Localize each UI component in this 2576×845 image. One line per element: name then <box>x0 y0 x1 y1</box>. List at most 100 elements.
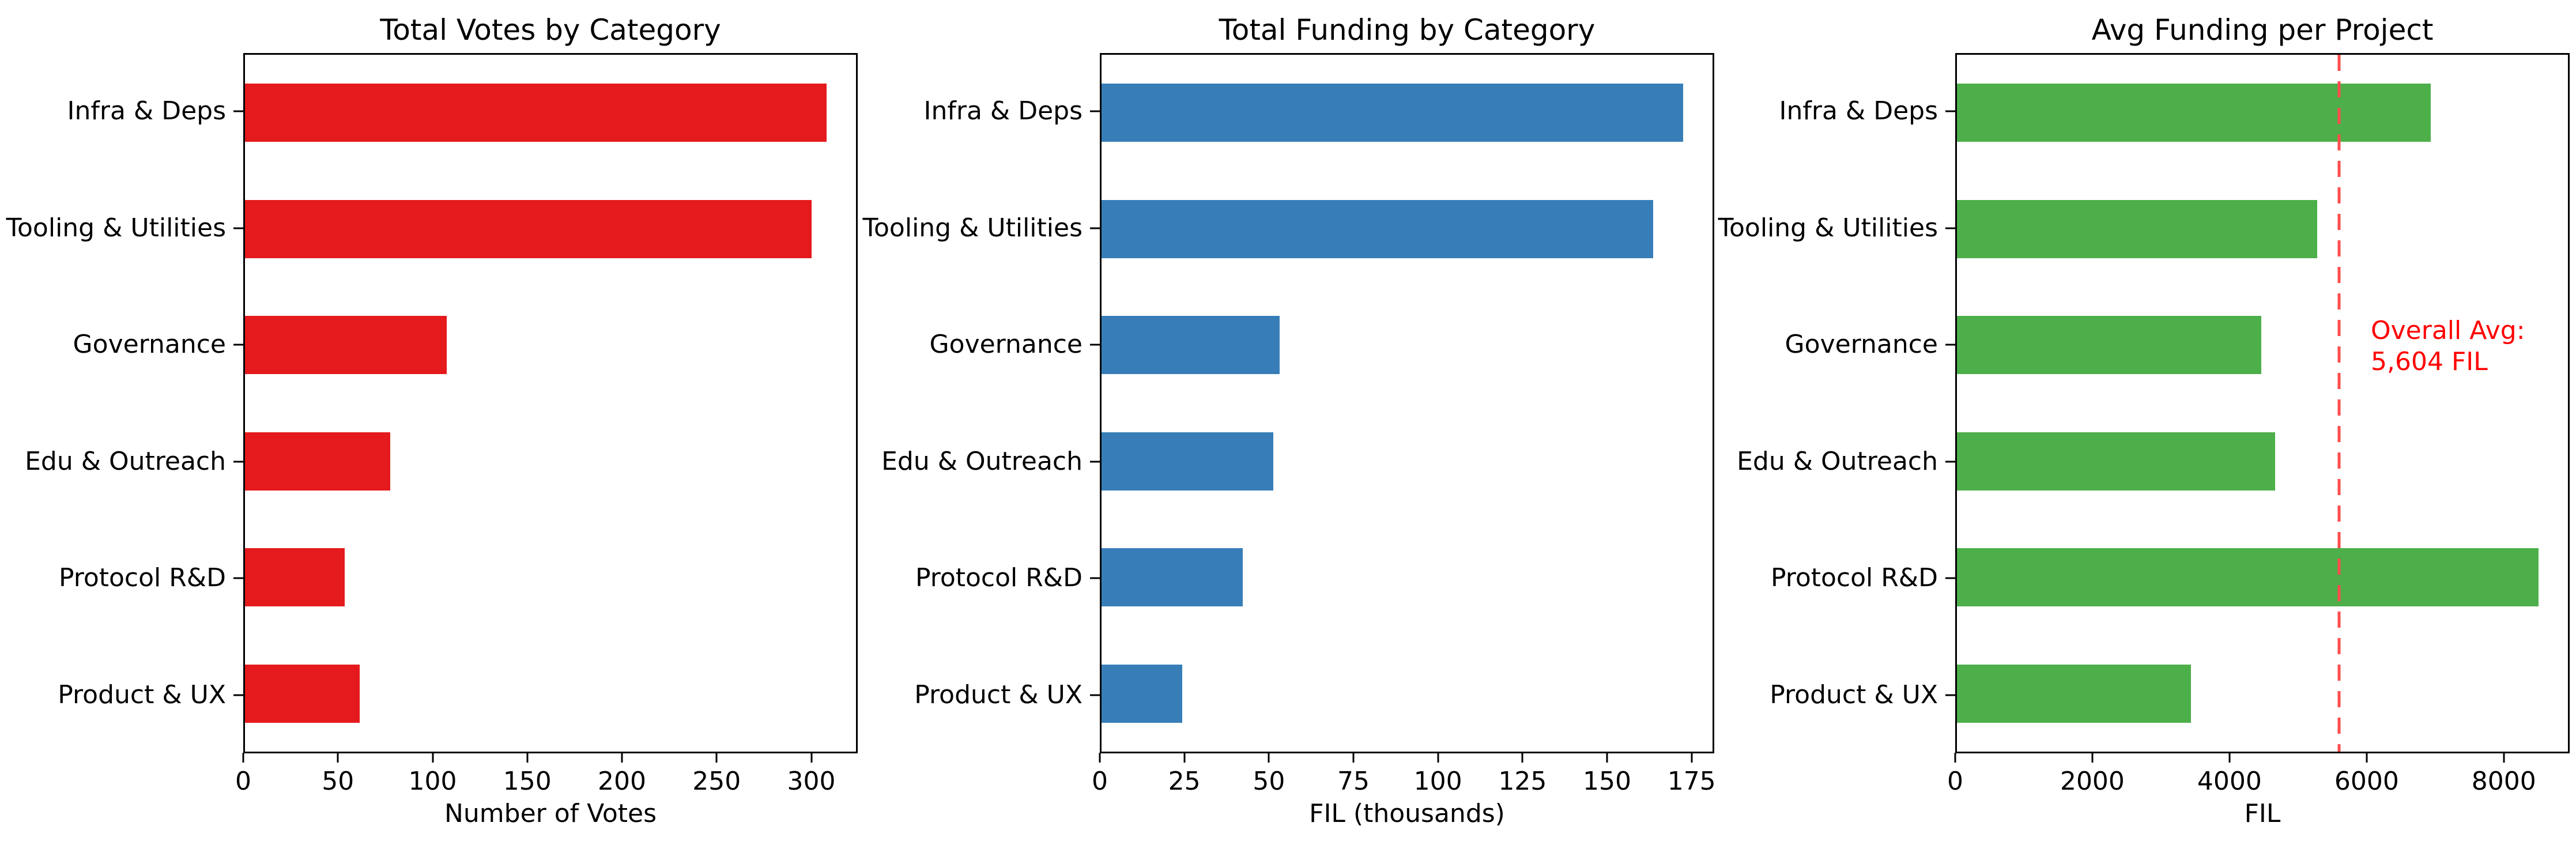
category-label: Edu & Outreach <box>1737 446 1938 476</box>
x-tick-mark <box>2503 753 2505 763</box>
x-tick-label: 250 <box>692 767 741 796</box>
category-label: Protocol R&D <box>915 563 1083 593</box>
category-label: Tooling & Utilities <box>862 213 1083 243</box>
category-label: Tooling & Utilities <box>1718 213 1938 243</box>
x-tick-mark <box>1521 753 1523 763</box>
x-tick-mark <box>2091 753 2094 763</box>
x-tick-label: 300 <box>787 767 836 796</box>
x-tick-label: 25 <box>1168 767 1201 796</box>
plot-area: Overall Avg: 5,604 FIL <box>1955 53 2570 753</box>
x-tick-mark <box>1352 753 1355 763</box>
bar <box>245 199 812 258</box>
category-label: Tooling & Utilities <box>6 213 226 243</box>
x-tick-label: 125 <box>1498 767 1547 796</box>
x-tick-label: 150 <box>1583 767 1632 796</box>
y-tick-mark <box>1090 461 1100 463</box>
y-tick-mark <box>1090 227 1100 229</box>
x-tick-label: 2000 <box>2060 767 2125 796</box>
bar <box>1102 316 1280 375</box>
x-tick-label: 100 <box>408 767 457 796</box>
x-tick-mark <box>2366 753 2368 763</box>
x-tick-label: 50 <box>1253 767 1285 796</box>
y-tick-mark <box>233 227 243 229</box>
category-label: Governance <box>929 330 1083 360</box>
category-label: Governance <box>1785 330 1938 360</box>
y-tick-mark <box>233 461 243 463</box>
x-tick-mark <box>1691 753 1693 763</box>
y-tick-mark <box>1090 577 1100 579</box>
y-tick-mark <box>1945 227 1955 229</box>
x-tick-label: 200 <box>598 767 646 796</box>
bar <box>245 84 827 142</box>
plot-area <box>1100 53 1714 753</box>
category-label: Governance <box>73 330 226 360</box>
bar <box>1102 664 1182 723</box>
bar <box>1957 664 2191 723</box>
bar <box>1102 548 1243 607</box>
x-tick-mark <box>1606 753 1608 763</box>
x-axis-label: FIL (thousands) <box>1309 799 1505 828</box>
bar <box>1957 316 2261 375</box>
bar <box>1102 432 1273 491</box>
plot-area <box>243 53 858 753</box>
y-tick-mark <box>233 344 243 346</box>
category-label: Product & UX <box>914 680 1083 710</box>
x-tick-label: 175 <box>1667 767 1716 796</box>
x-tick-mark <box>242 753 244 763</box>
x-tick-mark <box>2228 753 2231 763</box>
x-tick-mark <box>526 753 529 763</box>
chart-title: Total Funding by Category <box>1219 13 1596 47</box>
x-tick-mark <box>432 753 433 763</box>
y-tick-mark <box>1945 461 1955 463</box>
avg-annotation: Overall Avg: 5,604 FIL <box>2371 316 2525 376</box>
x-tick-label: 75 <box>1337 767 1370 796</box>
x-tick-mark <box>1954 753 1956 763</box>
y-tick-mark <box>1090 694 1100 696</box>
x-axis-label: FIL <box>2244 799 2281 828</box>
x-tick-mark <box>1183 753 1186 763</box>
chart-title: Avg Funding per Project <box>2091 13 2434 47</box>
x-tick-label: 8000 <box>2471 767 2536 796</box>
x-tick-label: 150 <box>503 767 552 796</box>
bar <box>1957 548 2539 607</box>
x-tick-label: 50 <box>322 767 354 796</box>
x-tick-label: 6000 <box>2334 767 2399 796</box>
x-tick-mark <box>1268 753 1270 763</box>
bar <box>245 432 390 491</box>
y-tick-mark <box>233 110 243 112</box>
y-tick-mark <box>233 577 243 579</box>
bar <box>1957 84 2431 142</box>
x-tick-mark <box>1099 753 1101 763</box>
x-tick-mark <box>337 753 339 763</box>
x-tick-mark <box>1437 753 1439 763</box>
y-tick-mark <box>1945 110 1955 112</box>
bar <box>245 548 345 607</box>
x-tick-mark <box>810 753 813 763</box>
bar <box>1957 199 2317 258</box>
y-tick-mark <box>1090 110 1100 112</box>
x-tick-mark <box>621 753 623 763</box>
x-axis-label: Number of Votes <box>444 799 657 828</box>
bar <box>1102 84 1684 142</box>
category-label: Product & UX <box>1770 680 1938 710</box>
y-tick-mark <box>1945 694 1955 696</box>
y-tick-mark <box>1090 344 1100 346</box>
x-tick-label: 100 <box>1413 767 1462 796</box>
bar <box>245 316 447 375</box>
y-tick-mark <box>1945 577 1955 579</box>
x-tick-label: 0 <box>235 767 251 796</box>
bar <box>1957 432 2276 491</box>
category-label: Protocol R&D <box>1770 563 1938 593</box>
category-label: Edu & Outreach <box>25 446 226 476</box>
x-tick-label: 0 <box>1092 767 1108 796</box>
category-label: Product & UX <box>58 680 226 710</box>
avg-line <box>2337 55 2341 752</box>
x-tick-label: 0 <box>1947 767 1963 796</box>
y-tick-mark <box>233 694 243 696</box>
category-label: Edu & Outreach <box>881 446 1083 476</box>
category-label: Infra & Deps <box>67 96 227 126</box>
bar <box>1102 199 1653 258</box>
chart-title: Total Votes by Category <box>380 13 721 47</box>
x-tick-mark <box>715 753 718 763</box>
category-label: Protocol R&D <box>58 563 226 593</box>
